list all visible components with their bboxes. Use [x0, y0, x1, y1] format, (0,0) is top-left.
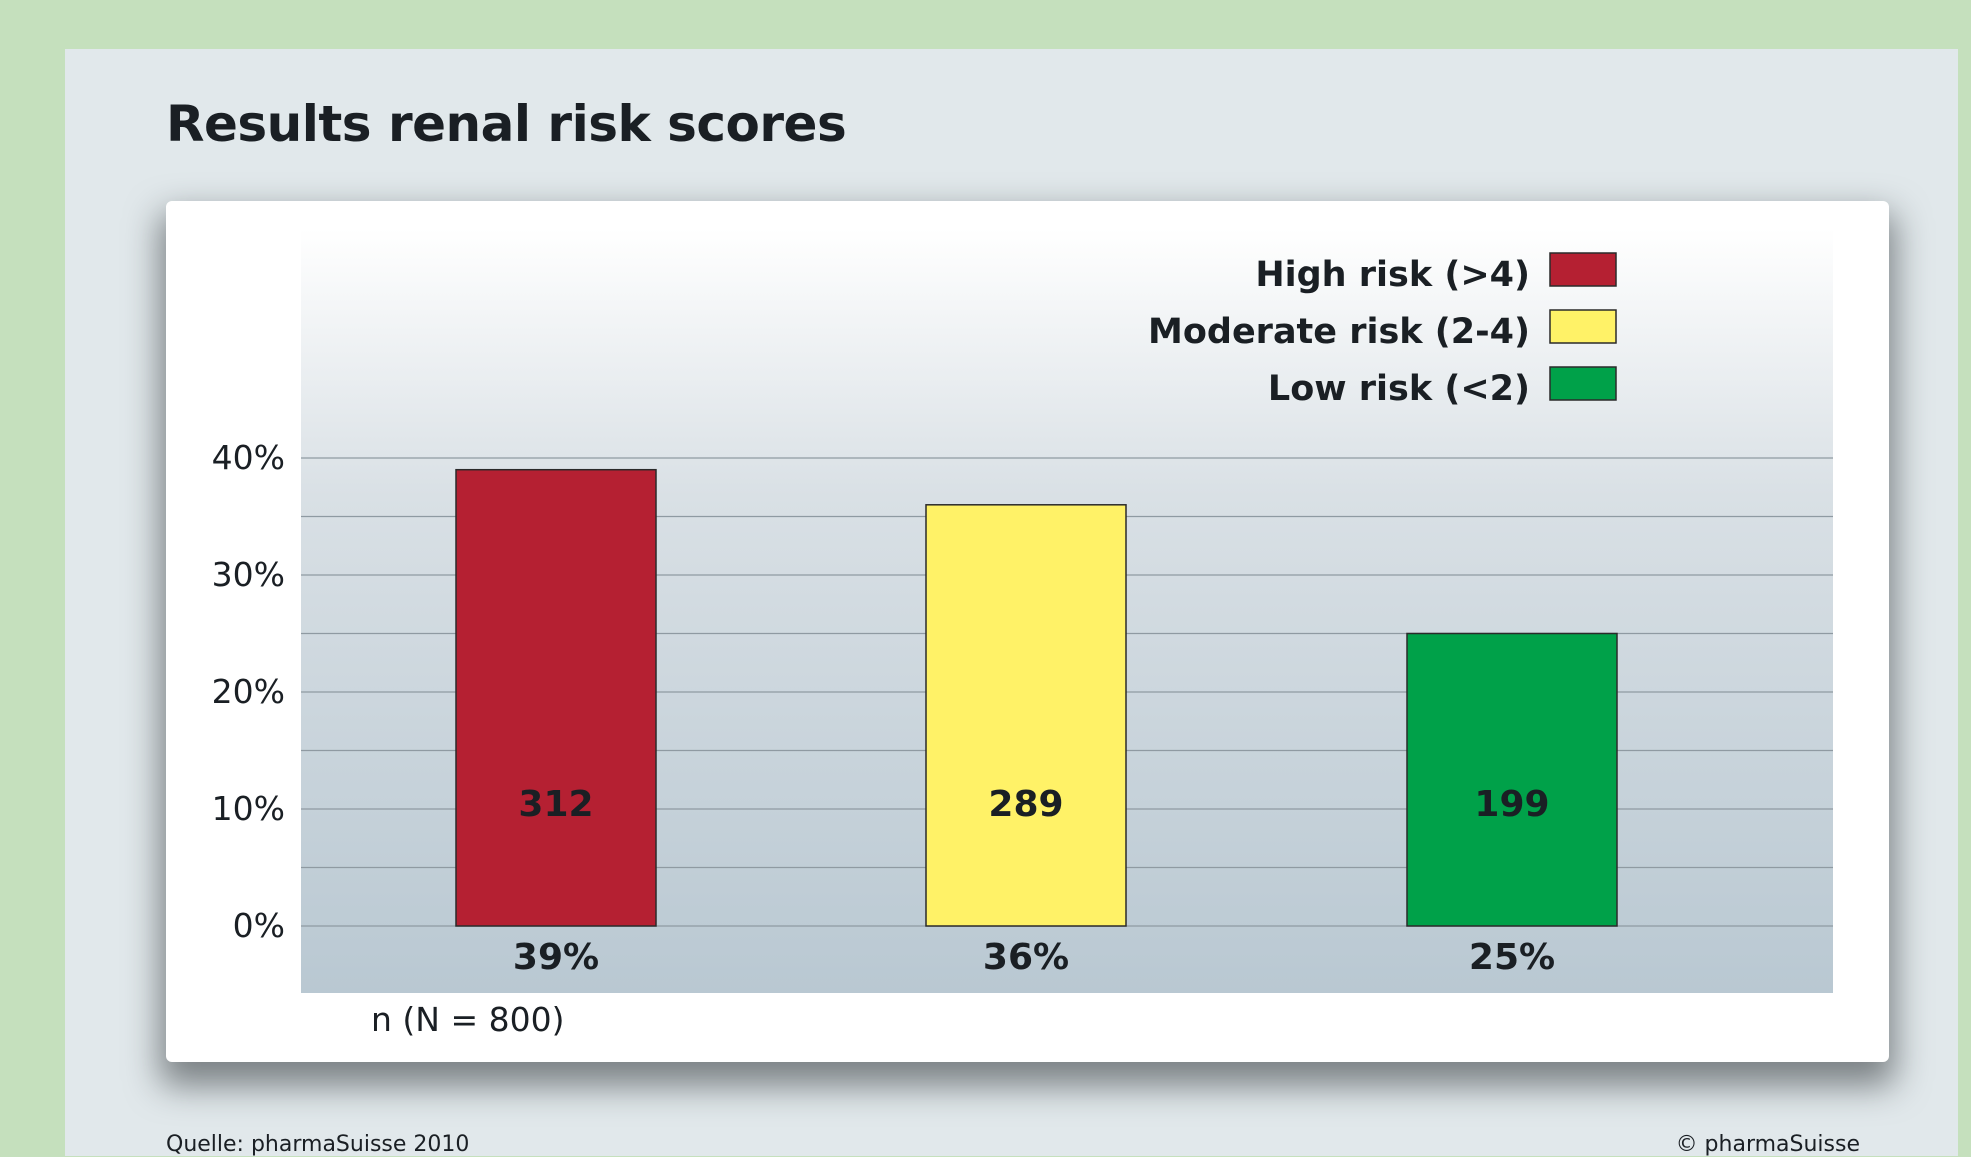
- bar: [1406, 632, 1618, 927]
- bar-percent-label: 39%: [513, 937, 599, 978]
- copyright-note: © pharmaSuisse: [1675, 1132, 1860, 1157]
- bar-percent-label: 36%: [983, 937, 1069, 978]
- y-tick-label: 10%: [212, 789, 285, 828]
- x-axis-label: n (N = 800): [371, 1000, 564, 1039]
- y-tick-label: 0%: [233, 906, 285, 945]
- legend-swatch: [1549, 309, 1617, 344]
- legend-label: High risk (>4): [1255, 255, 1530, 295]
- legend-swatch: [1549, 252, 1617, 287]
- y-tick-label: 20%: [212, 672, 285, 711]
- bar: [925, 504, 1127, 927]
- y-tick-label: 30%: [212, 555, 285, 594]
- source-note: Quelle: pharmaSuisse 2010: [166, 1132, 470, 1157]
- bar: [455, 468, 657, 927]
- y-tick-label: 40%: [212, 438, 285, 477]
- legend-label: Low risk (<2): [1268, 369, 1530, 409]
- chart-title: Results renal risk scores: [166, 95, 847, 153]
- bar-count-label: 289: [988, 784, 1063, 825]
- bar-chart: 0% 10% 20% 30% 40% 312 39% 289 36% 199 25% n (N = 8…: [212, 228, 1833, 1039]
- bar-count-label: 312: [518, 784, 593, 825]
- chart-card: 0% 10% 20% 30% 40% 312 39% 289 36% 199 25% n (N = 8…: [166, 201, 1889, 1062]
- bar-percent-label: 25%: [1469, 937, 1555, 978]
- bar-count-label: 199: [1474, 784, 1549, 825]
- content-panel: Results renal risk scores 0% 10% 20% 30% 40%…: [65, 49, 1958, 1157]
- legend-swatch: [1549, 366, 1617, 401]
- legend-label: Moderate risk (2-4): [1148, 312, 1530, 352]
